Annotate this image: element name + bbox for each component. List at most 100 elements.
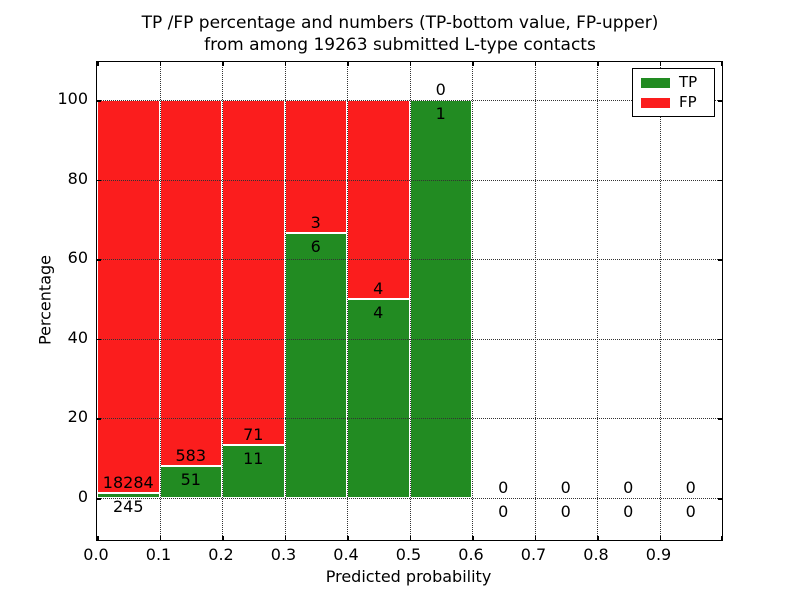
tp-count-label: 0 (623, 501, 634, 521)
y-tick-mark (97, 418, 101, 420)
x-axis-label: Predicted probability (325, 567, 492, 586)
y-tick-mark (718, 179, 722, 182)
x-tick-mark (659, 536, 661, 540)
x-tick-mark (472, 536, 474, 540)
x-gridline (222, 62, 223, 540)
x-tick-label: 0.0 (83, 545, 109, 564)
bar-fp-segment (97, 100, 160, 493)
bar-tp-segment (409, 100, 472, 498)
x-tick-label: 0.2 (208, 545, 234, 564)
x-gridline (597, 62, 598, 540)
x-tick-mark (534, 536, 536, 540)
x-tick-label: 0.3 (270, 545, 297, 564)
y-tick-mark (718, 418, 722, 420)
x-tick-mark (597, 62, 599, 66)
tp-count-label: 245 (112, 496, 144, 516)
legend: TP FP (632, 68, 715, 117)
tp-count-label: 0 (498, 501, 509, 521)
fp-count-label: 4 (373, 279, 384, 299)
y-tick-mark (718, 259, 722, 261)
chart-title: TP /FP percentage and numbers (TP-bottom… (0, 12, 800, 56)
fp-count-label: 0 (560, 478, 571, 498)
x-gridline (659, 62, 661, 540)
x-gridline (534, 62, 536, 540)
x-tick-mark (97, 536, 99, 540)
bar-fp-segment (284, 100, 347, 233)
y-tick-mark (97, 338, 101, 341)
chart-title-line2: from among 19263 submitted L-type contac… (204, 35, 596, 55)
tp-swatch (641, 77, 670, 88)
x-tick-mark (347, 536, 349, 540)
y-tick-label: 80 (67, 168, 88, 188)
y-tick-label: 60 (67, 248, 88, 268)
y-tick-label: 40 (67, 327, 88, 347)
x-tick-mark (347, 62, 349, 66)
fp-count-label: 71 (243, 424, 264, 444)
x-tick-label: 0.1 (145, 545, 172, 564)
y-tick-mark (97, 498, 101, 500)
x-tick-label: 0.5 (395, 545, 422, 564)
x-tick-mark (159, 62, 161, 66)
legend-label-fp: FP (679, 93, 697, 111)
tp-count-label: 0 (685, 501, 696, 521)
fp-count-label: 0 (435, 80, 446, 100)
bar-fp-segment (347, 100, 410, 299)
legend-item-tp: TP (641, 75, 706, 90)
bar-fp-segment (159, 100, 222, 466)
x-tick-label: 0.6 (458, 545, 484, 564)
fp-count-label: 583 (175, 446, 207, 466)
x-tick-mark (222, 62, 224, 66)
y-tick-label: 0 (77, 487, 88, 506)
x-tick-mark (472, 62, 474, 66)
x-tick-mark (97, 62, 99, 66)
legend-item-fp: FP (641, 95, 706, 110)
x-tick-label: 0.9 (645, 545, 672, 564)
x-tick-mark (720, 536, 722, 540)
tp-count-label: 4 (373, 302, 384, 322)
tp-count-label: 11 (243, 448, 264, 468)
bar-tp-segment (97, 492, 160, 498)
fp-swatch (641, 97, 670, 108)
bar-tp-segment (159, 465, 222, 498)
plot-area: TP FP 18284 245 583 51 71 11 3 6 4 4 0 1 0 0 0 0 0 0 0 0 (96, 61, 723, 541)
x-tick-mark (720, 62, 722, 66)
fp-count-label: 0 (623, 478, 634, 498)
x-gridline (159, 62, 161, 540)
bar-tp-segment (347, 299, 410, 498)
y-tick-mark (97, 259, 101, 261)
x-tick-mark (409, 62, 411, 66)
fp-count-label: 0 (498, 478, 509, 498)
x-tick-mark (284, 62, 286, 66)
y-tick-mark (718, 498, 722, 500)
y-tick-label: 20 (67, 407, 88, 427)
x-gridline (347, 62, 348, 540)
tp-count-label: 1 (435, 103, 446, 123)
y-tick-mark (97, 179, 101, 182)
y-tick-label: 100 (57, 89, 88, 108)
tp-count-label: 6 (310, 236, 321, 256)
y-tick-mark (718, 100, 722, 102)
chart-title-line1: TP /FP percentage and numbers (TP-bottom… (141, 13, 659, 33)
x-tick-label: 0.4 (333, 545, 359, 564)
y-tick-mark (718, 338, 722, 341)
fp-count-label: 0 (685, 478, 696, 498)
x-tick-mark (659, 62, 661, 66)
x-tick-mark (409, 536, 411, 540)
x-tick-label: 0.7 (520, 545, 547, 564)
y-tick-mark (97, 100, 101, 102)
fp-count-label: 3 (310, 212, 321, 232)
x-tick-label: 0.8 (583, 545, 609, 564)
tp-count-label: 0 (560, 501, 571, 521)
x-tick-mark (534, 62, 536, 66)
fp-count-label: 18284 (102, 472, 154, 492)
x-gridline (472, 62, 473, 540)
x-gridline (409, 62, 411, 540)
legend-label-tp: TP (679, 73, 698, 91)
x-tick-mark (284, 536, 286, 540)
x-gridline (284, 62, 286, 540)
bar-tp-segment (284, 232, 347, 498)
x-tick-mark (222, 536, 224, 540)
bar-fp-segment (222, 100, 285, 445)
tp-count-label: 51 (180, 469, 201, 489)
